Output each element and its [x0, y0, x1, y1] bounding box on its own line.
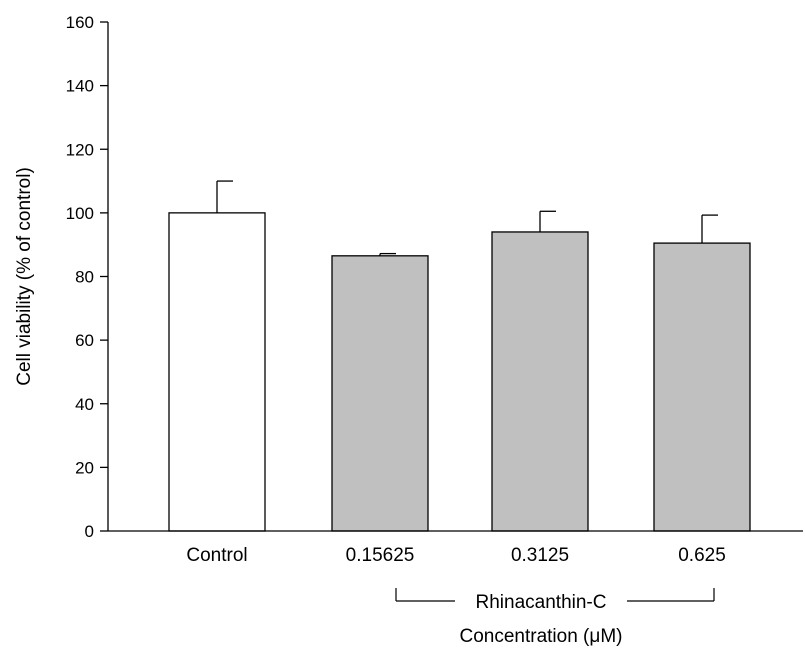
y-axis-title: Cell viability (% of control) [14, 167, 35, 386]
y-tick-label: 100 [66, 204, 94, 223]
y-tick-label: 0 [85, 522, 94, 541]
y-tick-label: 160 [66, 13, 94, 32]
bars-layer [168, 212, 751, 532]
y-tick-label: 60 [75, 331, 94, 350]
y-tick-label: 120 [66, 140, 94, 159]
bar-0.3125 [491, 231, 589, 532]
y-tick-label: 140 [66, 77, 94, 96]
x-axis-title: Concentration (μM) [459, 626, 622, 647]
error-bars-layer [216, 180, 718, 256]
group-label: Rhinacanthin-C [476, 592, 607, 613]
y-axis-ticks: 0 20 40 60 80 100 120 140 160 [66, 13, 108, 541]
bar-Control [168, 212, 266, 532]
bar-0.625 [653, 242, 751, 532]
y-tick-label: 20 [75, 458, 94, 477]
y-tick-label: 80 [75, 268, 94, 287]
x-category-label: 0.3125 [511, 545, 569, 566]
x-axis-category-labels: Control 0.15625 0.3125 0.625 [186, 545, 725, 566]
y-tick-label: 40 [75, 395, 94, 414]
x-category-label: 0.15625 [346, 545, 415, 566]
group-bracket [395, 588, 715, 602]
x-category-label: Control [186, 545, 247, 566]
bar-0.15625 [331, 255, 429, 532]
x-category-label: 0.625 [678, 545, 726, 566]
